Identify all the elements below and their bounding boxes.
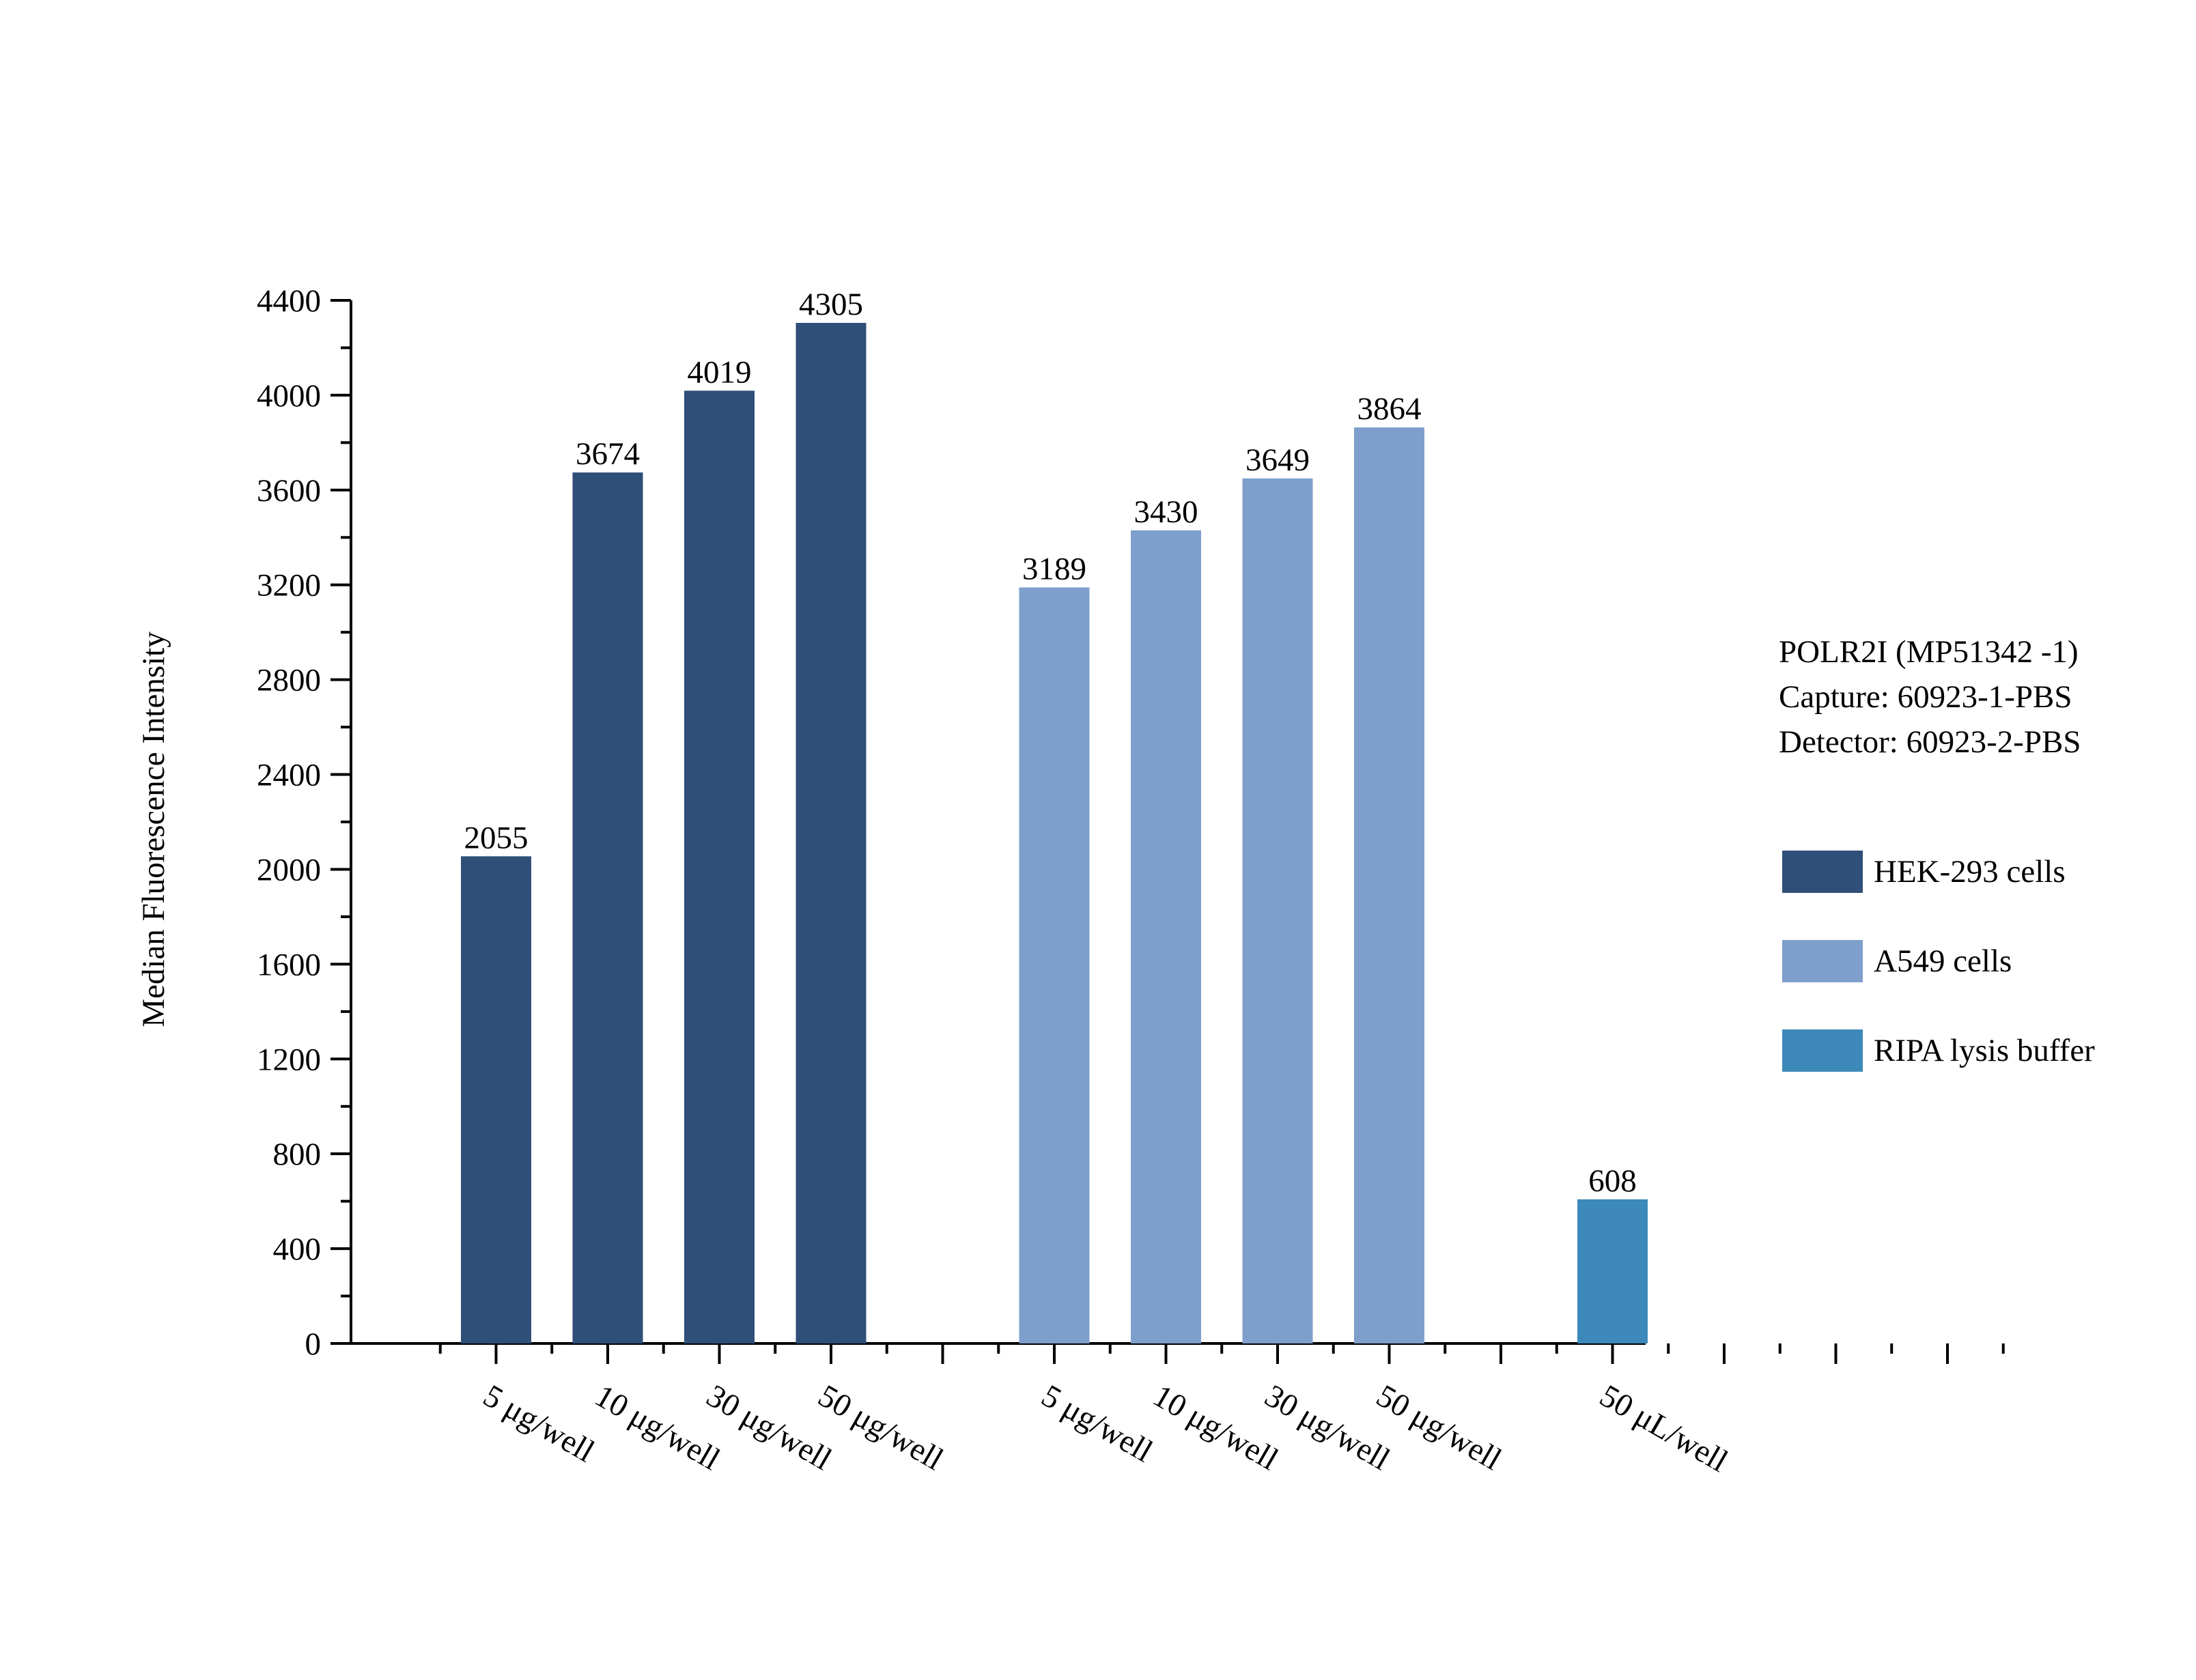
bar-value-label: 2055 (464, 820, 529, 855)
bar-value-label: 4019 (688, 354, 752, 390)
axes: 0 400 800 1200 1600 2000 2400 2800 3200 3600 4000 4… (257, 283, 2005, 1364)
legend-label-ripa: RIPA lysis buffer (1874, 1033, 2095, 1068)
bar (1019, 587, 1090, 1343)
legend-item-hek293: HEK-293 cells (1782, 850, 2066, 894)
y-tick-label: 400 (273, 1231, 322, 1267)
bar-value-label: 608 (1588, 1163, 1637, 1199)
y-tick-label: 2000 (257, 852, 321, 887)
bar-value-label: 3430 (1134, 494, 1198, 530)
x-tick-label: 5 μg/well (1036, 1378, 1159, 1469)
x-tick-label: 30 μg/well (701, 1378, 837, 1477)
bar (1354, 427, 1424, 1343)
x-tick-label: 10 μg/well (1147, 1378, 1284, 1477)
legend-item-a549: A549 cells (1782, 939, 2012, 983)
bar (572, 472, 643, 1343)
bar-value-label: 3649 (1245, 442, 1310, 478)
x-tick-label: 50 μL/well (1594, 1378, 1734, 1479)
legend-label-hek293: HEK-293 cells (1874, 854, 2066, 889)
legend-swatch-hek293 (1782, 851, 1863, 893)
legend-label-a549: A549 cells (1874, 943, 2012, 979)
x-tick-label: 30 μg/well (1259, 1378, 1396, 1477)
legend-header-line-3: Detector: 60923-2-PBS (1779, 724, 2081, 760)
legend-header-line-1: POLR2I (MP51342 -1) (1779, 634, 2079, 670)
bar-value-label: 3674 (576, 436, 640, 472)
y-axis-title: Median Fluorescence Intensity (136, 631, 171, 1027)
bar (684, 390, 755, 1343)
y-tick-label: 4000 (257, 378, 321, 414)
y-tick-label: 1200 (257, 1042, 321, 1077)
bar (461, 856, 531, 1343)
bar (1577, 1199, 1648, 1343)
bars (461, 322, 1648, 1344)
x-tick-label: 5 μg/well (477, 1378, 600, 1469)
bar-value-label: 3864 (1357, 391, 1422, 427)
x-tick-label: 50 μg/well (813, 1378, 949, 1477)
legend-header: POLR2I (MP51342 -1) Capture: 60923-1-PBS… (1779, 629, 2081, 765)
y-tick-label: 800 (273, 1137, 322, 1172)
bar-value-label: 4305 (799, 287, 863, 322)
legend-swatch-a549 (1782, 940, 1863, 982)
y-tick-label: 3600 (257, 473, 321, 509)
y-tick-label: 2800 (257, 663, 321, 698)
x-tick-label: 50 μg/well (1370, 1378, 1507, 1477)
legend-item-ripa: RIPA lysis buffer (1782, 1029, 2095, 1072)
y-tick-label: 2400 (257, 758, 321, 793)
bar (1131, 530, 1201, 1344)
value-labels: 2055 3674 4019 4305 3189 3430 3649 3864 608 (464, 287, 1637, 1199)
x-tick-label: 10 μg/well (589, 1378, 726, 1477)
y-tick-label: 0 (305, 1326, 322, 1362)
legend-swatch-ripa (1782, 1029, 1863, 1072)
y-tick-label: 4400 (257, 283, 321, 319)
legend-header-line-2: Capture: 60923-1-PBS (1779, 679, 2072, 715)
bar-value-label: 3189 (1022, 552, 1086, 587)
bar (1242, 478, 1313, 1344)
y-tick-label: 1600 (257, 947, 321, 982)
y-tick-label: 3200 (257, 568, 321, 603)
bar (796, 322, 867, 1343)
